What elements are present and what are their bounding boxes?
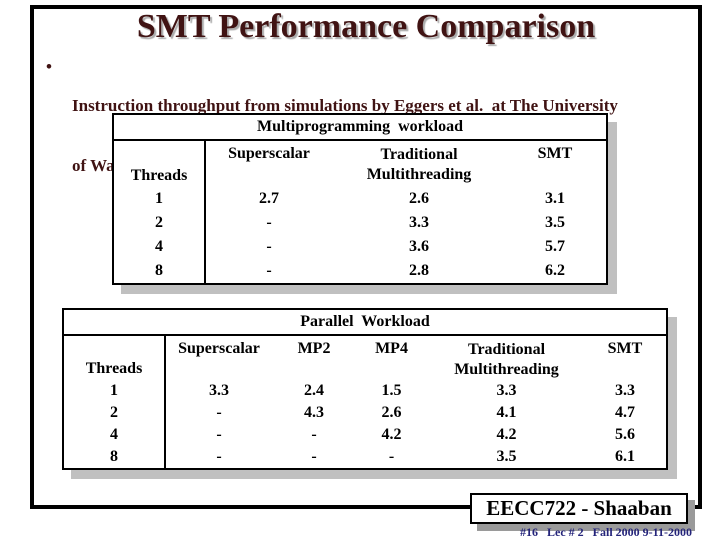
par-r0-threads: 1 xyxy=(110,382,118,399)
par-r1-mp4: 2.6 xyxy=(381,404,402,421)
parallel-header-traditional: Traditional Multithreading xyxy=(429,336,584,380)
mp-table-title: Multiprogramming workload xyxy=(114,115,606,141)
parallel-table: Parallel Workload Threads Superscalar MP… xyxy=(62,308,668,470)
mp-r0-traditional: 2.6 xyxy=(409,190,429,207)
mp-r2-superscalar: - xyxy=(266,238,272,255)
mp-header-traditional-line2: Multithreading xyxy=(366,166,472,183)
parallel-table-title: Parallel Workload xyxy=(64,310,666,336)
mp-threads-label: Threads xyxy=(130,167,188,184)
par-r1-smt: 4.7 xyxy=(615,404,635,421)
par-r0-traditional: 3.3 xyxy=(496,382,517,399)
parallel-threads-label: Threads xyxy=(85,360,143,377)
par-r0-smt: 3.3 xyxy=(615,382,635,399)
mp-r2-traditional: 3.6 xyxy=(409,238,429,255)
par-r1-mp2: 4.3 xyxy=(304,404,324,421)
par-r0-mp4: 1.5 xyxy=(381,382,402,399)
mp-r3-threads: 8 xyxy=(155,262,163,279)
mp-table-column-divider xyxy=(204,141,206,283)
mp-r2-threads: 4 xyxy=(155,238,163,255)
par-r2-mp2: - xyxy=(311,426,317,443)
parallel-table-column-divider xyxy=(164,336,166,468)
par-r3-superscalar: - xyxy=(216,448,222,465)
mp-r3-smt: 6.2 xyxy=(545,262,565,279)
par-r1-threads: 2 xyxy=(110,404,118,421)
par-r1-traditional: 4.1 xyxy=(496,404,517,421)
par-r2-superscalar: - xyxy=(216,426,222,443)
par-r3-traditional: 3.5 xyxy=(496,448,517,465)
mp-table-body: Threads Superscalar Traditional Multithr… xyxy=(114,141,606,283)
par-r2-threads: 4 xyxy=(110,426,118,443)
slide-title: SMT Performance Comparison xyxy=(136,8,596,45)
bullet-text-line1: Instruction throughput from simulations … xyxy=(72,96,618,115)
parallel-header-superscalar: Superscalar xyxy=(178,340,260,357)
footer-lecture-info: #16 Lec # 2 Fall 2000 9-11-2000 xyxy=(520,525,692,539)
parallel-header-traditional-line1: Traditional xyxy=(467,341,546,358)
par-r3-mp4: - xyxy=(388,448,395,465)
mp-table: Multiprogramming workload Threads Supers… xyxy=(112,113,608,285)
par-r3-smt: 6.1 xyxy=(615,448,635,465)
par-r3-mp2: - xyxy=(311,448,317,465)
mp-r1-superscalar: - xyxy=(266,214,272,231)
par-r1-superscalar: - xyxy=(216,404,222,421)
mp-r0-smt: 3.1 xyxy=(545,190,565,207)
parallel-header-mp2: MP2 xyxy=(297,340,331,357)
mp-header-smt: SMT xyxy=(537,145,573,162)
par-r2-traditional: 4.2 xyxy=(496,426,517,443)
mp-r0-superscalar: 2.7 xyxy=(259,190,279,207)
mp-r0-threads: 1 xyxy=(155,190,163,207)
parallel-header-smt: SMT xyxy=(607,340,643,357)
mp-r1-traditional: 3.3 xyxy=(409,214,429,231)
bullet-icon: • xyxy=(46,57,52,76)
footer-course-box: EECC722 - Shaaban xyxy=(470,493,688,524)
mp-header-traditional: Traditional Multithreading xyxy=(334,141,504,187)
slide-border-frame xyxy=(30,5,702,509)
par-r2-mp4: 4.2 xyxy=(381,426,402,443)
parallel-header-traditional-line2: Multithreading xyxy=(454,361,559,378)
mp-r3-traditional: 2.8 xyxy=(409,262,429,279)
par-r3-threads: 8 xyxy=(110,448,118,465)
mp-r1-smt: 3.5 xyxy=(545,214,565,231)
parallel-header-mp4: MP4 xyxy=(375,340,408,357)
mp-header-superscalar: Superscalar xyxy=(228,145,310,162)
parallel-table-body: Threads Superscalar MP2 MP4 Traditional … xyxy=(64,336,666,468)
par-r0-mp2: 2.4 xyxy=(304,382,324,399)
par-r2-smt: 5.6 xyxy=(615,426,635,443)
mp-header-traditional-line1: Traditional xyxy=(380,146,458,163)
par-r0-superscalar: 3.3 xyxy=(209,382,229,399)
mp-r3-superscalar: - xyxy=(266,262,272,279)
mp-r2-smt: 5.7 xyxy=(545,238,565,255)
mp-r1-threads: 2 xyxy=(155,214,163,231)
